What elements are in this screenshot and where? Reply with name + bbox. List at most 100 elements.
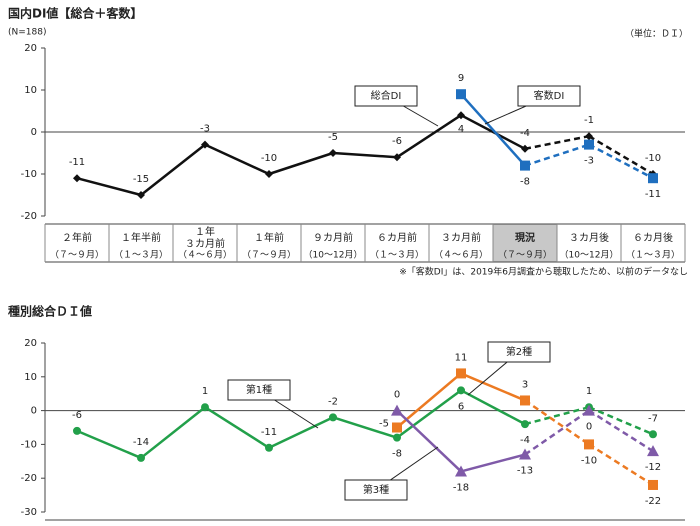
data-label: -14: [133, 437, 149, 448]
marker: [329, 149, 337, 157]
legend-label: 第2種: [506, 345, 532, 358]
x-period-label: （４～６月）: [178, 250, 232, 261]
line-segment: [268, 151, 334, 176]
x-tick-label: １年半前: [121, 231, 161, 244]
y-tick-label: -10: [21, 169, 37, 180]
line-segment: [332, 416, 398, 439]
data-label: -10: [261, 153, 277, 164]
data-label: -22: [645, 496, 661, 507]
y-tick-label: 0: [31, 406, 37, 417]
marker: [584, 139, 594, 150]
data-label: -11: [69, 157, 85, 168]
data-label: -7: [648, 413, 658, 424]
marker: [265, 170, 273, 178]
legend-label: 総合DI: [371, 89, 402, 102]
marker: [393, 153, 401, 162]
data-label: -8: [392, 449, 402, 460]
marker: [648, 173, 658, 184]
line-segment: [268, 416, 334, 449]
data-label: 4: [458, 124, 464, 135]
data-label: -4: [520, 435, 530, 446]
line-segment: [140, 406, 206, 459]
marker: [520, 395, 530, 406]
current-highlight: [493, 224, 557, 262]
legend-label: 第1種: [246, 383, 272, 396]
data-label: -18: [453, 482, 469, 493]
data-label: -8: [520, 177, 530, 188]
marker: [455, 465, 467, 477]
data-label: -3: [200, 124, 210, 135]
marker: [521, 420, 529, 429]
subtitle: (N=188): [8, 28, 46, 38]
line-segment: [76, 176, 142, 197]
data-label: -6: [392, 136, 402, 147]
x-period-label: （７～９月）: [50, 250, 104, 261]
line-segment: [396, 114, 462, 159]
note: ※「客数DI」は、2019年6月調査から聴取したため、以前のデータなし: [399, 266, 688, 278]
x-tick-label: １年３カ月前: [185, 225, 225, 250]
y-tick-label: 10: [24, 85, 37, 96]
marker: [647, 445, 659, 457]
line-segment: [588, 143, 654, 180]
y-tick-label: -20: [21, 473, 37, 484]
x-tick-label: ９カ月前: [313, 231, 353, 244]
data-label: -2: [328, 396, 338, 407]
line-segment: [460, 389, 526, 426]
data-label: -3: [584, 156, 594, 167]
data-label: -12: [645, 462, 661, 473]
x-tick-label: 現況: [515, 231, 535, 244]
marker: [201, 403, 209, 412]
marker: [649, 430, 657, 439]
line-segment: [76, 429, 142, 460]
line-segment: [588, 409, 654, 453]
callout-box: [344, 479, 408, 501]
x-period-label: （１～３月）: [114, 250, 168, 261]
marker: [393, 433, 401, 442]
x-tick-label: ６カ月前: [377, 231, 417, 244]
y-tick-label: 20: [24, 43, 37, 54]
line-segment: [588, 443, 654, 487]
line-segment: [524, 399, 590, 446]
marker: [456, 89, 466, 100]
y-tick-label: 10: [24, 372, 37, 383]
chart-title: 国内DI値【総合＋客数】: [8, 6, 142, 21]
marker: [456, 368, 466, 379]
callout-box: [354, 85, 418, 107]
x-tick-label: １年前: [254, 231, 284, 244]
x-period-label: （１～３月）: [626, 250, 680, 261]
marker: [201, 140, 209, 149]
marker: [648, 479, 658, 490]
line-segment: [396, 409, 462, 473]
marker: [392, 422, 402, 433]
callout-box: [487, 341, 551, 363]
data-label: -4: [520, 128, 530, 139]
marker: [583, 404, 595, 416]
data-label: -5: [328, 132, 338, 143]
line-segment: [140, 143, 206, 196]
data-label: -10: [581, 455, 597, 466]
marker: [137, 453, 145, 462]
line-segment: [524, 409, 590, 456]
data-label: -5: [379, 419, 389, 430]
x-tick-label: ３カ月後: [569, 231, 609, 244]
chart-title: 種別総合ＤＩ値: [8, 304, 92, 319]
marker: [391, 404, 403, 416]
data-label: -11: [645, 189, 661, 200]
line-segment: [460, 372, 526, 402]
callout-box: [517, 85, 581, 107]
marker: [137, 191, 145, 199]
x-period-label: （10～12月）: [304, 250, 363, 261]
marker: [584, 439, 594, 450]
y-tick-label: -10: [21, 439, 37, 450]
data-label: -10: [645, 153, 661, 164]
marker: [329, 413, 337, 422]
x-period-label: （７～９月）: [242, 250, 296, 261]
line-segment: [588, 406, 654, 436]
marker: [73, 426, 81, 435]
line-segment: [460, 114, 526, 150]
data-label: 1: [202, 386, 208, 397]
marker: [519, 448, 531, 460]
line-segment: [204, 406, 270, 449]
line-segment: [396, 372, 462, 429]
